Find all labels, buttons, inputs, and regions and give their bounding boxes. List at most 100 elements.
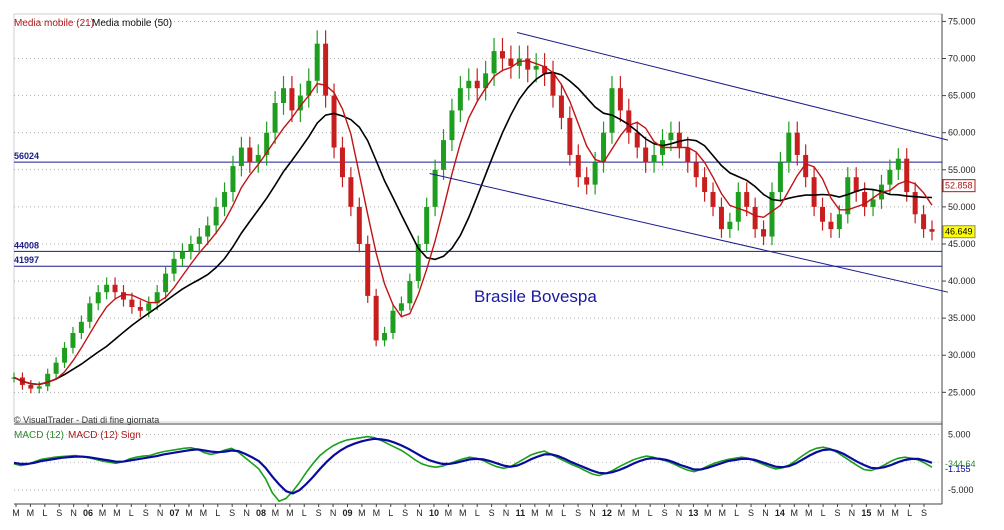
x-tick-label: M — [877, 508, 885, 518]
x-tick-label: 14 — [775, 508, 785, 518]
candle-body — [921, 214, 927, 230]
x-tick-label: S — [662, 508, 668, 518]
candle-body — [348, 177, 354, 207]
x-tick-label: L — [561, 508, 566, 518]
candle-body — [171, 258, 177, 274]
x-tick-label: N — [762, 508, 769, 518]
candle-body — [769, 192, 775, 237]
x-tick-label: L — [734, 508, 739, 518]
candle-body — [28, 384, 34, 389]
candle-body — [870, 199, 876, 207]
x-tick-label: S — [316, 508, 322, 518]
last-price-label: 52.858 — [945, 181, 973, 191]
x-tick-label: N — [503, 508, 510, 518]
candle-body — [53, 362, 59, 374]
x-tick-label: M — [445, 508, 453, 518]
x-tick-label: L — [475, 508, 480, 518]
legend-ma50: Media mobile (50) — [92, 18, 173, 29]
trend-channel-lower — [429, 173, 949, 293]
candle-body — [45, 373, 51, 387]
y-tick-label: 30.000 — [948, 350, 976, 360]
x-tick-label: S — [835, 508, 841, 518]
x-tick-label: M — [272, 508, 280, 518]
candle-body — [786, 132, 792, 163]
candle-body — [929, 229, 935, 232]
candle-body — [777, 162, 783, 193]
x-tick-label: M — [531, 508, 539, 518]
x-tick-label: S — [56, 508, 62, 518]
x-tick-label: 11 — [516, 508, 526, 518]
x-tick-label: L — [302, 508, 307, 518]
candle-body — [272, 103, 278, 133]
candle-body — [811, 177, 817, 207]
macd-signal-line — [13, 437, 933, 495]
x-tick-label: N — [849, 508, 856, 518]
candle-body — [525, 58, 531, 70]
x-tick-label: M — [791, 508, 799, 518]
candle-body — [828, 221, 834, 230]
y-tick-label: 45.000 — [948, 239, 976, 249]
candle-body — [179, 251, 185, 259]
candle-body — [592, 162, 598, 185]
x-tick-label: S — [402, 508, 408, 518]
candle-body — [862, 192, 868, 207]
x-tick-label: N — [589, 508, 596, 518]
ma50-line — [13, 71, 933, 386]
candle-body — [710, 192, 716, 207]
candle-body — [205, 225, 211, 237]
candle-body — [575, 154, 581, 178]
candle-body — [163, 273, 169, 293]
x-tick-label: 07 — [170, 508, 180, 518]
x-tick-label: M — [358, 508, 366, 518]
y-tick-label: 70.000 — [948, 54, 976, 64]
candle-body — [483, 73, 489, 89]
candle-body — [853, 177, 859, 193]
y-tick-label: 35.000 — [948, 313, 976, 323]
candle-body — [457, 88, 463, 111]
x-tick-label: 10 — [429, 508, 439, 518]
candle-body — [643, 147, 649, 163]
candle-body — [550, 73, 556, 96]
candle-body — [491, 51, 497, 74]
candle-body — [398, 303, 404, 311]
x-tick-label: L — [648, 508, 653, 518]
x-tick-label: M — [546, 508, 554, 518]
x-tick-label: M — [718, 508, 726, 518]
candle-body — [314, 43, 320, 81]
x-tick-label: M — [200, 508, 208, 518]
x-tick-label: N — [330, 508, 337, 518]
candle-body — [693, 162, 699, 178]
candle-body — [912, 192, 918, 215]
candle-body — [449, 110, 455, 141]
candle-body — [508, 58, 514, 66]
x-tick-label: M — [704, 508, 712, 518]
x-tick-label: L — [215, 508, 220, 518]
candle-body — [188, 243, 194, 252]
candle-body — [87, 303, 93, 322]
x-tick-label: L — [129, 508, 134, 518]
x-tick-label: L — [821, 508, 826, 518]
x-tick-label: M — [12, 508, 20, 518]
candle-body — [415, 243, 421, 282]
x-tick-label: S — [229, 508, 235, 518]
candle-body — [634, 132, 640, 148]
candle-body — [820, 206, 826, 222]
candle-body — [238, 147, 244, 167]
x-tick-label: M — [632, 508, 640, 518]
candle-body — [62, 347, 68, 363]
macd-tick-label: 5.000 — [948, 429, 971, 439]
candle-body — [744, 192, 750, 207]
candle-body — [533, 65, 539, 70]
candle-body — [247, 147, 253, 163]
x-tick-label: L — [907, 508, 912, 518]
candle-body — [365, 243, 371, 296]
candle-body — [845, 177, 851, 215]
candle-body — [289, 88, 295, 111]
candle-body — [104, 284, 110, 293]
candle-body — [230, 166, 236, 193]
candle-body — [70, 332, 76, 348]
x-tick-label: 08 — [256, 508, 266, 518]
candle-body — [727, 221, 733, 230]
candle-body — [137, 307, 143, 311]
candle-body — [78, 321, 84, 333]
